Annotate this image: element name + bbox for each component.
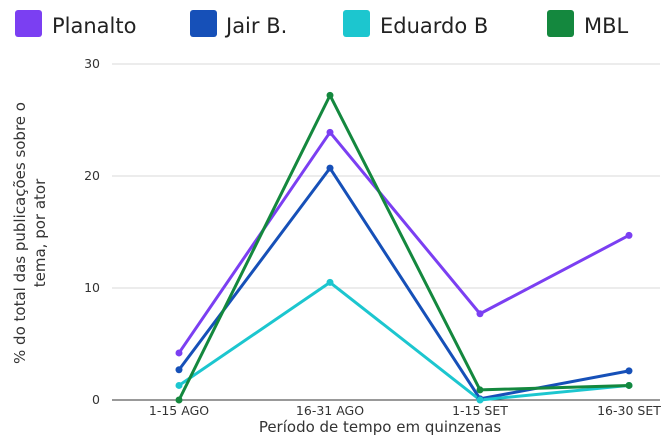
- data-point-jair-b-16-30-set: [625, 367, 633, 375]
- legend: Planalto Jair B. Eduardo B MBL: [15, 10, 629, 38]
- x-axis-title: Período de tempo em quinzenas: [259, 418, 502, 436]
- x-tick-label-16-30-set: 16-30 SET: [597, 403, 661, 418]
- legend-swatch-eduardo: [343, 10, 370, 37]
- y-tick-labels: 0 10 20 30: [84, 56, 100, 407]
- data-point-eduardo-b-16-31-ago: [326, 278, 334, 286]
- y-axis-title-line-1: % do total das publicações sobre o: [11, 102, 29, 364]
- y-axis-title-line-2: tema, por ator: [31, 178, 49, 287]
- y-tick-label-20: 20: [84, 168, 100, 183]
- data-point-eduardo-b-1-15-ago: [175, 381, 183, 389]
- y-axis-title: % do total das publicações sobre o tema,…: [11, 102, 49, 364]
- data-point-mbl-1-15-ago: [175, 396, 183, 404]
- legend-swatch-planalto: [15, 10, 42, 37]
- y-tick-label-10: 10: [84, 280, 100, 295]
- gridlines: [112, 63, 660, 401]
- series-line-planalto: [177, 130, 630, 354]
- data-point-planalto-16-31-ago: [326, 128, 334, 136]
- x-tick-label-1-15-ago: 1-15 AGO: [149, 403, 209, 418]
- data-point-mbl-1-15-set: [476, 386, 484, 394]
- series-line-jair-b: [177, 166, 630, 401]
- data-point-mbl-16-31-ago: [326, 91, 334, 99]
- x-tick-label-1-15-set: 1-15 SET: [452, 403, 508, 418]
- data-point-jair-b-1-15-ago: [175, 366, 183, 374]
- data-point-planalto-1-15-ago: [175, 349, 183, 357]
- data-point-eduardo-b-1-15-set: [476, 396, 484, 404]
- legend-label-mbl: MBL: [584, 14, 629, 38]
- legend-label-planalto: Planalto: [52, 14, 136, 38]
- y-tick-label-30: 30: [84, 56, 100, 71]
- series-line-mbl: [177, 93, 630, 401]
- x-tick-labels: 1-15 AGO 16-31 AGO 1-15 SET 16-30 SET: [149, 403, 661, 418]
- data-point-planalto-1-15-set: [476, 310, 484, 318]
- legend-label-eduardo: Eduardo B: [380, 14, 488, 38]
- series-points: [175, 91, 633, 404]
- data-point-jair-b-16-31-ago: [326, 164, 334, 172]
- legend-label-jair: Jair B.: [224, 14, 287, 38]
- x-tick-label-16-31-ago: 16-31 AGO: [296, 403, 364, 418]
- legend-swatch-jair: [190, 10, 217, 37]
- series-line-eduardo-b: [178, 280, 630, 402]
- data-point-planalto-16-30-set: [625, 231, 633, 239]
- data-point-mbl-16-30-set: [625, 381, 633, 389]
- legend-swatch-mbl: [547, 10, 574, 37]
- y-tick-label-0: 0: [92, 392, 100, 407]
- series-lines: [177, 93, 630, 402]
